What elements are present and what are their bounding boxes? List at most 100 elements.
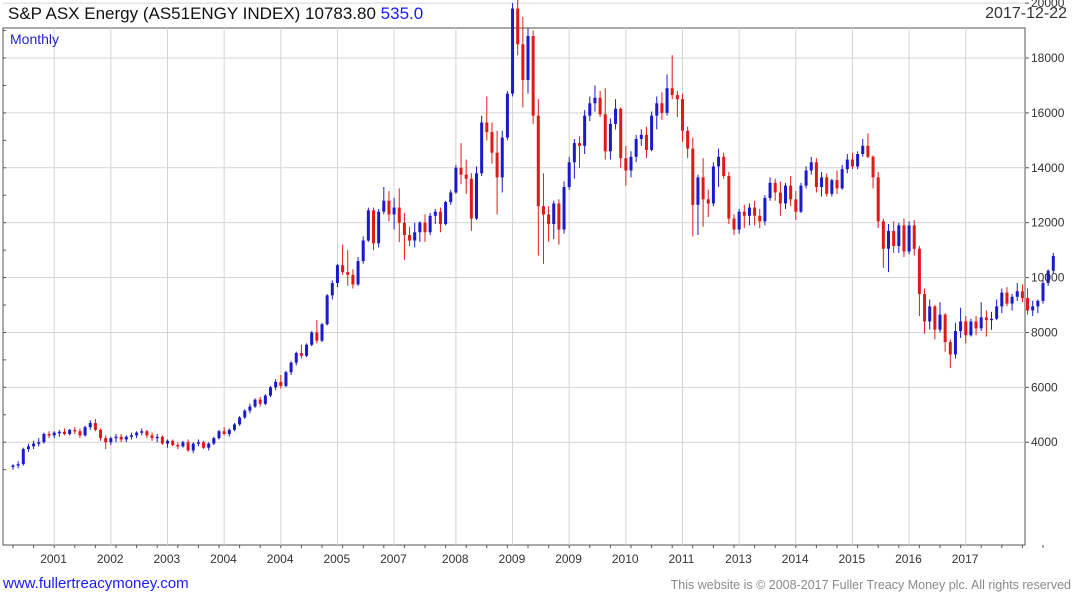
candle (778, 181, 782, 216)
candle (469, 173, 473, 231)
candle (346, 250, 350, 286)
candle-body (305, 344, 309, 356)
candle (26, 443, 30, 452)
candle (212, 436, 216, 445)
candle-body (83, 427, 87, 436)
x-tick-label: 2010 (612, 552, 639, 566)
candle-body (392, 207, 396, 215)
candle (93, 418, 97, 432)
candle-body (881, 221, 885, 249)
candle (1026, 288, 1030, 315)
candle (196, 439, 200, 447)
candle-body (408, 235, 412, 241)
candle (88, 420, 92, 430)
candle-body (413, 232, 417, 241)
candle (969, 318, 973, 337)
candle-body (263, 395, 267, 404)
candle (37, 438, 41, 447)
candle (814, 158, 818, 193)
candle-body (335, 265, 339, 284)
y-tick-label: 6000 (1031, 380, 1058, 394)
candle (562, 181, 566, 234)
candle (990, 311, 993, 330)
candle-body (804, 170, 808, 186)
candle (871, 155, 875, 189)
candle-body (150, 435, 154, 439)
candle (392, 197, 396, 230)
website-link[interactable]: www.fullertreacymoney.com (3, 575, 189, 592)
candle-body (459, 167, 463, 175)
candle (552, 200, 556, 240)
candle-body (907, 225, 911, 252)
candle-body (52, 432, 56, 436)
candle-body (572, 143, 576, 163)
candle (511, 3, 515, 97)
candle (670, 55, 674, 100)
y-tick-label: 8000 (1031, 325, 1058, 339)
candle-body (552, 203, 556, 225)
candle-body (732, 218, 736, 230)
x-tick-label: 2015 (838, 552, 865, 566)
candle-body (603, 114, 607, 152)
candle-body (382, 200, 386, 212)
candle-body (526, 36, 530, 80)
candle-body (88, 423, 92, 428)
candle (356, 256, 360, 286)
candle (335, 263, 339, 288)
candle (505, 90, 509, 141)
candle-body (784, 185, 787, 204)
candle (104, 435, 108, 450)
candle-body (160, 436, 164, 444)
candle (660, 92, 664, 120)
candle (114, 433, 118, 443)
candle-body (402, 222, 406, 236)
candle (413, 222, 417, 248)
candle (428, 213, 432, 236)
x-tick-label: 2016 (895, 552, 922, 566)
candle (99, 428, 103, 441)
candle (109, 436, 113, 445)
chart-date: 2017-12-22 (985, 5, 1067, 22)
candle-body (701, 177, 705, 200)
x-axis: 2001 2002 2003 2004 2004 2005 2007 2008 2009 2009… (12, 545, 1044, 566)
candle (454, 165, 458, 194)
candle-body (63, 431, 66, 434)
candle (696, 174, 700, 236)
candle (742, 204, 746, 229)
candle (928, 299, 932, 330)
candle (850, 152, 854, 170)
candle (557, 199, 561, 245)
candle (299, 344, 303, 359)
candle (464, 159, 468, 194)
candle (892, 221, 896, 253)
y-tick-label: 18000 (1031, 51, 1065, 65)
candle-body (186, 442, 190, 451)
candle (150, 432, 154, 441)
candle-body (583, 115, 587, 146)
candle (979, 302, 983, 332)
candle (232, 423, 236, 432)
candle-body (253, 399, 257, 407)
candle (310, 331, 314, 347)
candle-body (614, 108, 618, 124)
candle (933, 305, 937, 340)
candle (480, 115, 484, 177)
candle (567, 156, 571, 190)
candle (737, 208, 741, 234)
x-tick-label: 2009 (555, 552, 582, 566)
period-label: Monthly (10, 31, 60, 47)
candle (284, 370, 288, 388)
candle (835, 170, 839, 194)
candle (176, 442, 180, 450)
candle-body (325, 295, 329, 325)
candle (845, 154, 849, 174)
candle-body (73, 429, 77, 432)
candle-body (310, 332, 314, 345)
candle-body (135, 432, 139, 436)
candle-body (706, 199, 710, 204)
candle (243, 409, 247, 419)
candle-body (871, 156, 875, 178)
candle (377, 208, 381, 248)
candle (768, 177, 772, 201)
